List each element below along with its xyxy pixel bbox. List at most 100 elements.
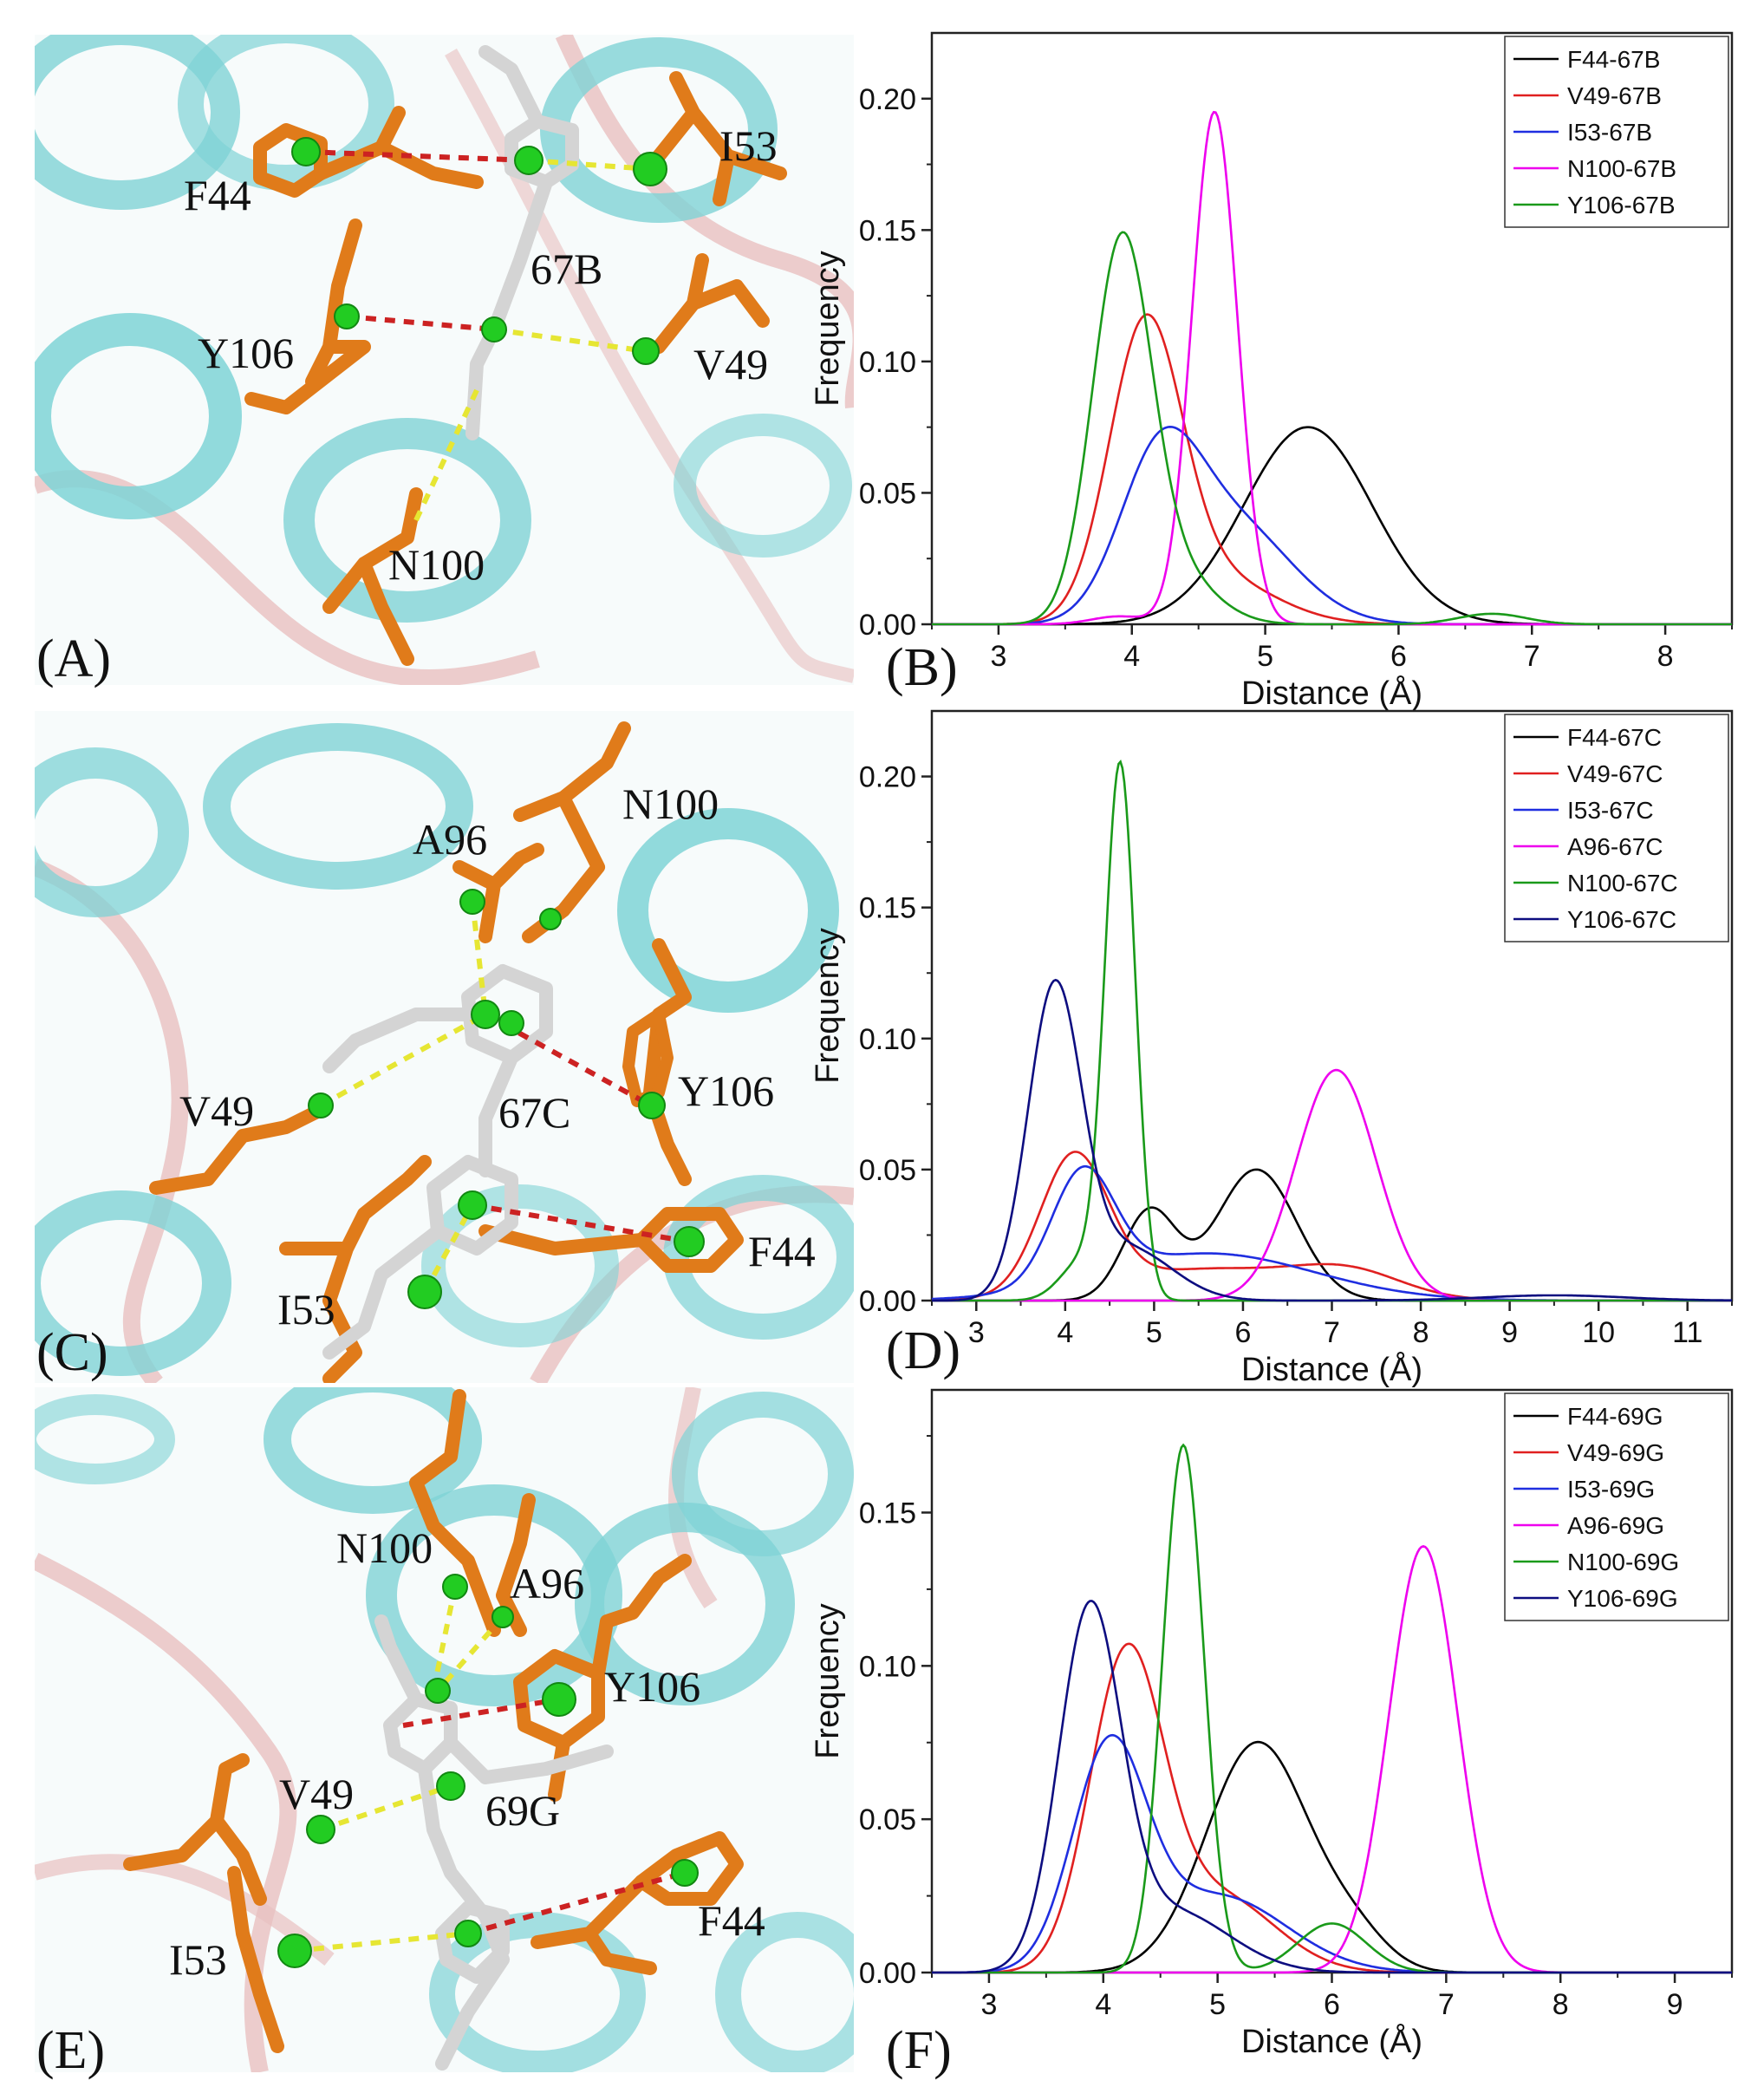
structure-panel-e: N100 A96 Y106 V49 F44 I53 69G <box>35 1387 854 2072</box>
residue-sticks <box>149 721 744 1383</box>
ligand-sticks <box>322 964 553 1360</box>
residue-label: N100 <box>336 1523 433 1572</box>
centroid-spheres <box>277 1574 699 1968</box>
residue-label: I53 <box>169 1935 227 1984</box>
panel-label: (E) <box>36 2021 105 2080</box>
y-tick-label: 0.10 <box>859 1650 916 1683</box>
x-axis-title: Distance (Å) <box>1241 674 1422 712</box>
distance-chart-d: 3 4 5 6 7 8 9 10 11 0.00 0.05 0.10 0.15 0.20 Distance … <box>810 709 1734 1388</box>
x-tick-label: 8 <box>1552 1988 1569 2021</box>
residue-label: Y106 <box>604 1662 700 1711</box>
y-tick-label: 0.00 <box>859 1957 916 1990</box>
y-tick-label: 0.00 <box>859 609 916 642</box>
centroid-spheres <box>308 889 705 1309</box>
residue-label: A96 <box>413 815 487 864</box>
x-tick-label: 7 <box>1524 640 1540 673</box>
y-tick-label: 0.20 <box>859 83 916 116</box>
legend-label: I53-69G <box>1567 1476 1655 1503</box>
centroid-spheres <box>291 137 667 365</box>
y-tick-label: 0.15 <box>859 892 916 925</box>
residue-sticks <box>123 1389 744 2053</box>
x-tick-label: 3 <box>968 1316 985 1349</box>
x-tick-label: 3 <box>980 1988 997 2021</box>
legend-label: I53-67B <box>1567 119 1652 146</box>
protein-cartoon <box>35 35 854 685</box>
residue-label: F44 <box>698 1896 765 1945</box>
x-tick-label: 9 <box>1667 1988 1683 2021</box>
legend-label: V49-67C <box>1567 760 1663 787</box>
structure-panel-c: A96 N100 Y106 V49 F44 I53 67C <box>35 711 854 1383</box>
y-tick-label: 0.00 <box>859 1285 916 1318</box>
series-line-y106-69g <box>932 1600 1732 1974</box>
ligand-label: 67C <box>498 1088 570 1137</box>
x-tick-label: 11 <box>1672 1316 1702 1349</box>
residue-label: V49 <box>279 1770 354 1818</box>
legend-label: F44-67C <box>1567 724 1662 751</box>
x-tick-label: 5 <box>1257 640 1273 673</box>
legend-label: A96-69G <box>1567 1512 1664 1539</box>
residue-label: V49 <box>693 340 768 388</box>
residue-label: F44 <box>748 1227 816 1275</box>
y-axis-title: Frequency <box>810 928 846 1084</box>
residue-label: V49 <box>179 1086 254 1135</box>
y-tick-label: 0.10 <box>859 346 916 379</box>
residue-label: A96 <box>510 1559 584 1608</box>
y-axis-title: Frequency <box>810 251 846 407</box>
x-tick-label: 8 <box>1413 1316 1429 1349</box>
legend-label: A96-67C <box>1567 833 1663 860</box>
x-tick-label: 3 <box>990 640 1006 673</box>
legend-label: V49-69G <box>1567 1439 1664 1466</box>
x-axis-title: Distance (Å) <box>1241 1350 1422 1388</box>
residue-labels: A96 N100 Y106 V49 F44 I53 67C <box>179 779 816 1334</box>
residue-label: F44 <box>184 171 251 219</box>
panel-label: (F) <box>886 2021 952 2080</box>
legend-label: N100-67B <box>1567 155 1676 182</box>
structure-panel-a: F44 I53 Y106 V49 N100 67B <box>35 35 854 685</box>
residue-label: N100 <box>622 779 719 828</box>
x-tick-label: 6 <box>1234 1316 1251 1349</box>
residue-sticks <box>244 71 787 666</box>
panel-label: (C) <box>36 1323 108 1382</box>
residue-label: N100 <box>388 540 485 589</box>
x-tick-label: 6 <box>1390 640 1407 673</box>
panel-label: (D) <box>886 1321 960 1380</box>
legend-box <box>1504 1392 1729 1621</box>
contact-lines <box>319 901 690 1294</box>
residue-label: I53 <box>277 1285 335 1334</box>
y-axis-title: Frequency <box>810 1603 846 1759</box>
y-tick-label: 0.15 <box>859 214 916 247</box>
x-tick-label: 5 <box>1209 1988 1226 2021</box>
x-axis-title: Distance (Å) <box>1241 2022 1422 2060</box>
x-tick-label: 7 <box>1324 1316 1340 1349</box>
ligand-label: 67B <box>531 245 602 293</box>
legend-label: Y106-67B <box>1567 192 1676 218</box>
x-tick-label: 5 <box>1146 1316 1162 1349</box>
ligand-label: 69G <box>485 1786 560 1835</box>
legend-label: F44-67B <box>1567 46 1660 73</box>
legend-label: N100-69G <box>1567 1549 1679 1575</box>
legend-label: F44-69G <box>1567 1403 1663 1430</box>
distance-chart-b: 3 4 5 6 7 8 0.00 0.05 0.10 0.15 0.20 Distance (Å) Fr… <box>810 31 1734 712</box>
x-tick-label: 4 <box>1123 640 1140 673</box>
ligand-sticks <box>374 1614 614 2071</box>
legend-label: I53-67C <box>1567 797 1654 824</box>
x-tick-label: 10 <box>1582 1316 1615 1349</box>
distance-chart-f: 3 4 5 6 7 8 9 0.00 0.05 0.10 0.15 Distance (Å) Frequ… <box>810 1388 1734 2080</box>
panel-label: (B) <box>886 638 958 697</box>
legend-label: N100-67C <box>1567 870 1678 897</box>
y-tick-label: 0.15 <box>859 1497 916 1529</box>
y-tick-label: 0.10 <box>859 1023 916 1056</box>
y-tick-label: 0.20 <box>859 761 916 794</box>
y-tick-label: 0.05 <box>859 477 916 510</box>
protein-cartoon <box>35 1387 854 2072</box>
residue-label: Y106 <box>678 1066 774 1115</box>
x-tick-label: 9 <box>1501 1316 1518 1349</box>
contact-lines <box>294 1586 686 1953</box>
contact-lines <box>305 149 651 522</box>
legend-label: V49-67B <box>1567 82 1662 109</box>
legend-label: Y106-69G <box>1567 1585 1678 1612</box>
legend-box <box>1504 714 1729 942</box>
y-tick-label: 0.05 <box>859 1154 916 1187</box>
panel-label: (A) <box>36 629 111 688</box>
